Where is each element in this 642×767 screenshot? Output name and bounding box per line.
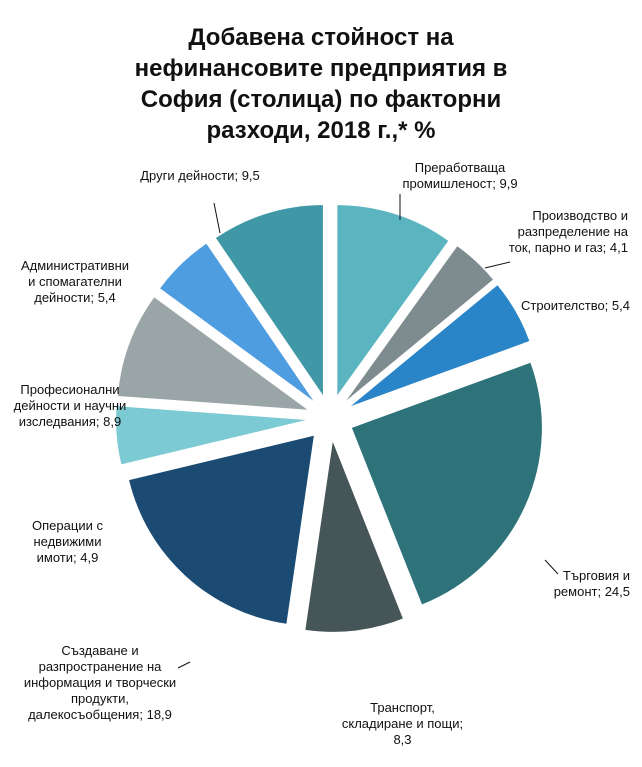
pie-slice bbox=[337, 205, 449, 396]
category-label: Други дейности; bbox=[140, 168, 239, 183]
leader-line bbox=[544, 559, 559, 575]
value-label: 18,9 bbox=[146, 707, 172, 722]
category-label: Преработваща промишленост; bbox=[402, 160, 506, 191]
data-label: Операции с недвижими имоти; 4,9 bbox=[15, 518, 120, 566]
value-label: 8,3 bbox=[393, 732, 412, 747]
pie-slice bbox=[129, 435, 314, 624]
category-label: Създаване и разпространение на информаци… bbox=[23, 643, 177, 722]
value-label: 4,9 bbox=[80, 550, 99, 565]
pie-slice bbox=[346, 246, 494, 401]
leader-line bbox=[484, 261, 511, 269]
data-label: Търговия и ремонт; 24,5 bbox=[535, 568, 630, 600]
pie-slice bbox=[305, 441, 403, 632]
pie-slice bbox=[117, 297, 308, 410]
leader-line bbox=[177, 661, 191, 669]
data-label: Преработваща промишленост; 9,9 bbox=[395, 160, 525, 192]
value-label: 5,4 bbox=[97, 290, 116, 305]
leader-line bbox=[213, 202, 221, 234]
data-label: Професионални дейности и научни изследва… bbox=[10, 382, 130, 430]
data-label: Административни и спомагателни дейности;… bbox=[20, 258, 130, 306]
value-label: 8,9 bbox=[103, 414, 122, 429]
category-label: Търговия и ремонт; bbox=[553, 568, 630, 599]
chart-title: Добавена стойност на нефинансовите предп… bbox=[134, 24, 508, 144]
value-label: 5,4 bbox=[611, 298, 630, 313]
value-label: 9,5 bbox=[241, 168, 260, 183]
pie-slice bbox=[350, 285, 530, 407]
pie-slice bbox=[215, 205, 323, 396]
category-label: Административни и спомагателни дейности; bbox=[20, 258, 130, 305]
data-label: Създаване и разпространение на информаци… bbox=[15, 643, 185, 723]
category-label: Производство и разпределение на ток, пар… bbox=[508, 208, 628, 255]
category-label: Транспорт, складиране и пощи; bbox=[341, 700, 464, 731]
category-label: Професионални дейности и научни изследва… bbox=[13, 382, 127, 429]
pie-slice bbox=[116, 406, 307, 465]
category-label: Строителство; bbox=[520, 298, 609, 313]
category-label: Операции с недвижими имоти; bbox=[32, 518, 103, 565]
data-label: Други дейности; 9,5 bbox=[140, 168, 260, 184]
data-label: Транспорт, складиране и пощи; 8,3 bbox=[340, 700, 465, 748]
pie-slice bbox=[351, 362, 542, 605]
pie-slice bbox=[160, 243, 314, 401]
value-label: 4,1 bbox=[609, 240, 628, 255]
value-label: 24,5 bbox=[604, 584, 630, 599]
value-label: 9,9 bbox=[499, 176, 518, 191]
data-label: Строителство; 5,4 bbox=[520, 298, 630, 314]
data-label: Производство и разпределение на ток, пар… bbox=[495, 208, 628, 256]
